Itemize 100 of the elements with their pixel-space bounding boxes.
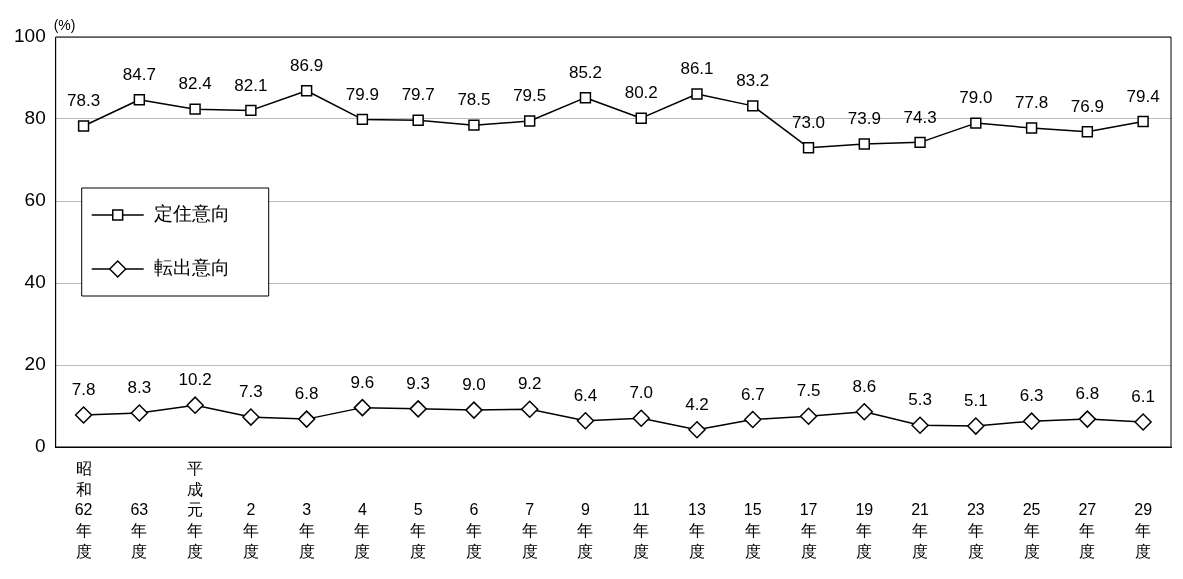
data-label: 6.1 bbox=[1131, 387, 1155, 407]
data-label: 7.8 bbox=[71, 380, 96, 400]
point bbox=[468, 119, 480, 131]
x-tick-label: 5年度 bbox=[410, 501, 427, 561]
x-tick-label: 3年度 bbox=[298, 501, 315, 561]
data-label: 8.6 bbox=[852, 376, 877, 396]
y-tick-label: 40 bbox=[24, 271, 46, 293]
x-tick-label: 11年度 bbox=[632, 501, 650, 561]
data-label: 73.0 bbox=[791, 112, 826, 132]
point bbox=[858, 138, 870, 150]
data-label: 4.2 bbox=[685, 394, 709, 414]
x-tick-label: 6年度 bbox=[465, 501, 482, 561]
point bbox=[520, 400, 539, 419]
x-tick-label: 平成元年度 bbox=[187, 459, 204, 561]
data-label: 6.4 bbox=[573, 385, 598, 405]
data-label: 6.3 bbox=[1019, 386, 1044, 406]
data-label: 79.9 bbox=[345, 84, 379, 104]
data-label: 79.7 bbox=[401, 85, 435, 105]
x-tick-label: 7年度 bbox=[521, 501, 538, 561]
point bbox=[632, 409, 650, 428]
data-label: 82.1 bbox=[234, 75, 268, 95]
data-label: 5.1 bbox=[964, 391, 988, 411]
x-tick-label: 9年度 bbox=[577, 501, 594, 561]
point bbox=[747, 100, 759, 112]
x-tick-label: 63年度 bbox=[130, 501, 149, 561]
data-label: 7.5 bbox=[796, 381, 821, 401]
data-label: 83.2 bbox=[736, 71, 770, 91]
point bbox=[691, 88, 703, 100]
point bbox=[133, 94, 146, 106]
point bbox=[465, 401, 483, 419]
point bbox=[970, 117, 982, 129]
point bbox=[356, 113, 369, 126]
x-tick-label: 19年度 bbox=[855, 501, 874, 561]
point bbox=[77, 120, 90, 132]
data-label: 6.7 bbox=[740, 384, 765, 404]
data-label: 9.0 bbox=[462, 375, 486, 395]
x-tick-label: 17年度 bbox=[799, 501, 818, 561]
data-label: 78.5 bbox=[457, 90, 491, 110]
data-label: 7.0 bbox=[629, 383, 654, 403]
point bbox=[300, 85, 313, 97]
x-tick-label: 25年度 bbox=[1022, 501, 1041, 561]
x-tick-label: 昭和62年度 bbox=[74, 459, 93, 561]
point bbox=[579, 91, 592, 104]
point bbox=[799, 407, 818, 425]
data-label: 80.2 bbox=[624, 83, 658, 103]
data-label: 10.2 bbox=[178, 370, 212, 390]
point bbox=[74, 406, 93, 424]
data-label: 85.2 bbox=[568, 62, 603, 82]
point bbox=[524, 115, 536, 127]
y-tick-label: 80 bbox=[24, 107, 46, 129]
y-tick-label: 100 bbox=[14, 25, 46, 47]
data-label: 9.3 bbox=[406, 374, 430, 394]
x-tick-label: 29年度 bbox=[1134, 501, 1153, 561]
point bbox=[245, 104, 257, 117]
x-tick-label: 4年度 bbox=[354, 501, 371, 561]
data-label: 77.8 bbox=[1015, 93, 1049, 113]
x-tick-label: 2年度 bbox=[242, 501, 259, 561]
x-tick-label: 23年度 bbox=[966, 501, 985, 561]
data-label: 74.3 bbox=[903, 107, 937, 127]
legend-label: 転出意向 bbox=[153, 257, 230, 279]
point bbox=[688, 421, 706, 439]
data-label: 8.3 bbox=[127, 378, 152, 398]
data-label: 5.3 bbox=[908, 390, 932, 410]
y-tick-label: 0 bbox=[35, 435, 46, 457]
point bbox=[1081, 126, 1094, 138]
point bbox=[1025, 122, 1038, 134]
data-label: 86.9 bbox=[290, 55, 324, 75]
point bbox=[130, 404, 149, 422]
point bbox=[412, 114, 424, 126]
point bbox=[576, 412, 595, 430]
data-label: 84.7 bbox=[122, 64, 156, 84]
y-axis-title: (%) bbox=[53, 16, 76, 33]
legend-label: 定住意向 bbox=[153, 203, 230, 225]
data-label: 6.8 bbox=[294, 384, 319, 404]
point bbox=[297, 410, 316, 428]
point bbox=[914, 136, 926, 149]
point bbox=[855, 402, 874, 421]
point bbox=[1078, 410, 1097, 428]
point bbox=[1134, 413, 1152, 431]
point bbox=[744, 410, 762, 429]
point bbox=[967, 417, 985, 435]
point bbox=[242, 408, 260, 426]
point bbox=[353, 398, 372, 417]
data-label: 79.5 bbox=[513, 86, 547, 106]
point bbox=[186, 396, 204, 414]
point bbox=[409, 400, 427, 418]
x-tick-label: 21年度 bbox=[911, 501, 930, 561]
x-tick-label: 13年度 bbox=[688, 501, 706, 561]
point bbox=[802, 142, 815, 154]
data-label: 76.9 bbox=[1070, 96, 1104, 116]
data-label: 78.3 bbox=[67, 91, 101, 111]
data-label: 6.8 bbox=[1075, 384, 1100, 404]
data-label: 9.6 bbox=[350, 372, 375, 392]
y-tick-label: 60 bbox=[24, 189, 46, 211]
point bbox=[1137, 115, 1149, 128]
point bbox=[189, 103, 201, 115]
data-label: 9.2 bbox=[517, 374, 542, 394]
data-label: 86.1 bbox=[680, 59, 714, 79]
data-label: 79.0 bbox=[959, 88, 993, 108]
data-label: 73.9 bbox=[847, 109, 881, 129]
